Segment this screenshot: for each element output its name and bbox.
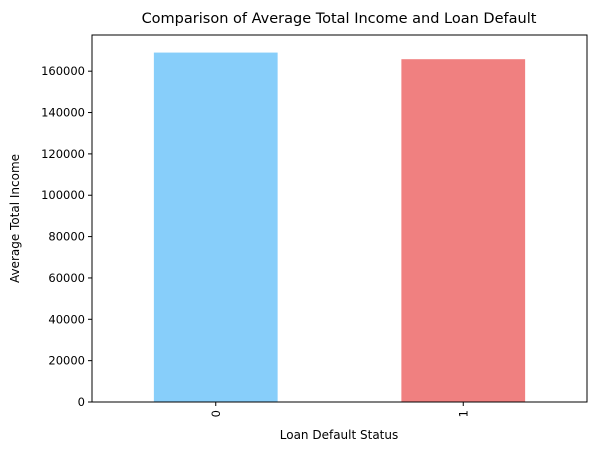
y-tick-label: 160000	[41, 64, 85, 78]
y-tick-label: 40000	[48, 312, 85, 326]
y-tick-label: 80000	[48, 230, 85, 244]
x-axis-label: Loan Default Status	[280, 428, 399, 442]
y-tick-label: 120000	[41, 147, 85, 161]
chart-title: Comparison of Average Total Income and L…	[142, 11, 537, 27]
plot-frame	[91, 34, 588, 403]
x-tick-label: 1	[456, 410, 470, 417]
y-tick-label: 20000	[48, 354, 85, 368]
bar-1	[401, 59, 526, 403]
y-tick-label: 0	[78, 395, 85, 409]
y-tick-label: 100000	[41, 188, 85, 202]
y-axis-label: Average Total Income	[8, 154, 22, 283]
y-tick-label: 60000	[48, 271, 85, 285]
x-tick-label: 0	[209, 410, 223, 417]
bar-0	[153, 52, 278, 402]
y-tick-label: 140000	[41, 106, 85, 120]
